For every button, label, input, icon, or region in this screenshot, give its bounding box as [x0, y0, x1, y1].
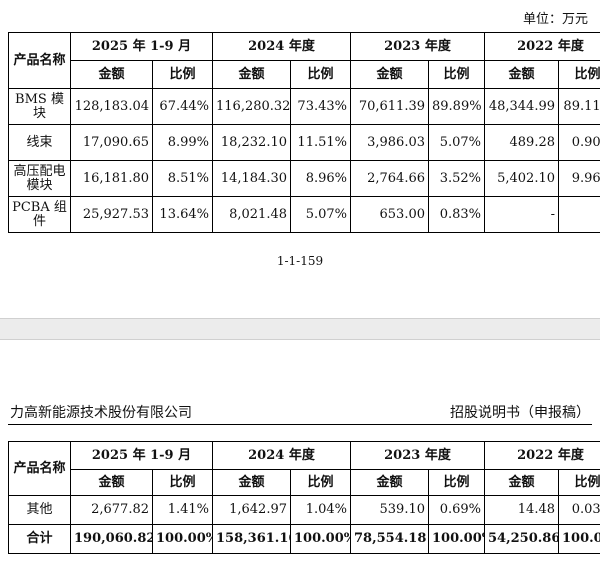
header-amount: 金额 [212, 469, 291, 496]
ratio-cell: 100.00% [558, 524, 600, 554]
amount-cell: 158,361.16 [212, 524, 291, 554]
page-gap [0, 318, 600, 340]
amount-cell: 16,181.80 [70, 160, 153, 197]
product-name-cell: 其他 [8, 495, 71, 525]
ratio-cell: 5.07% [290, 196, 351, 233]
product-name-cell: 合计 [8, 524, 71, 554]
amount-cell: 489.28 [484, 124, 559, 161]
table-row: 合计 190,060.82 100.00% 158,361.16 100.00% 78,5… [8, 524, 600, 554]
product-name-cell: BMS 模块 [8, 88, 71, 125]
header-period-2023: 2023 年度 [350, 32, 485, 61]
page-number: 1-1-159 [276, 254, 324, 268]
document-title: 招股说明书（申报稿） [450, 405, 590, 421]
header-period-2025: 2025 年 1-9 月 [70, 32, 213, 61]
amount-cell: - [484, 196, 559, 233]
amount-cell: 70,611.39 [350, 88, 429, 125]
table-row: BMS 模块 128,183.04 67.44% 116,280.32 73.43% 70… [8, 88, 600, 125]
ratio-cell: 8.96% [290, 160, 351, 197]
ratio-cell: 5.07% [428, 124, 485, 161]
ratio-cell: 0.83% [428, 196, 485, 233]
amount-cell: 116,280.32 [212, 88, 291, 125]
header-period-2024: 2024 年度 [212, 32, 351, 61]
ratio-cell: 9.96% [558, 160, 600, 197]
amount-cell: 2,764.66 [350, 160, 429, 197]
product-name-cell: 线束 [8, 124, 71, 161]
header-amount: 金额 [484, 60, 559, 89]
header-period-2023: 2023 年度 [350, 441, 485, 470]
header-period-2022: 2022 年度 [484, 441, 600, 470]
header-product: 产品名称 [8, 32, 71, 89]
ratio-cell: 8.51% [152, 160, 213, 197]
amount-cell: 8,021.48 [212, 196, 291, 233]
amount-cell: 128,183.04 [70, 88, 153, 125]
amount-cell: 48,344.99 [484, 88, 559, 125]
header-ratio: 比例 [290, 60, 351, 89]
table-row: 线束 17,090.65 8.99% 18,232.10 11.51% 3,986.03 5… [8, 124, 600, 161]
table-row: 其他 2,677.82 1.41% 1,642.97 1.04% 539.10 0.69% 1… [8, 495, 600, 525]
amount-cell: 78,554.18 [350, 524, 429, 554]
ratio-cell: 100.00% [428, 524, 485, 554]
header-amount: 金额 [484, 469, 559, 496]
ratio-cell: 89.11% [558, 88, 600, 125]
ratio-cell: 11.51% [290, 124, 351, 161]
header-amount: 金额 [350, 60, 429, 89]
company-name: 力高新能源技术股份有限公司 [10, 405, 192, 421]
ratio-cell: 0.90% [558, 124, 600, 161]
amount-cell: 14.48 [484, 495, 559, 525]
ratio-cell: 89.89% [428, 88, 485, 125]
header-amount: 金额 [350, 469, 429, 496]
header-period-2022: 2022 年度 [484, 32, 600, 61]
header-amount: 金额 [212, 60, 291, 89]
revenue-table-part2: 产品名称 2025 年 1-9 月 2024 年度 2023 年度 2022 年… [8, 441, 600, 554]
amount-cell: 190,060.82 [70, 524, 153, 554]
ratio-cell: 3.52% [428, 160, 485, 197]
ratio-cell: 73.43% [290, 88, 351, 125]
product-name-cell: PCBA 组件 [8, 196, 71, 233]
amount-cell: 2,677.82 [70, 495, 153, 525]
amount-cell: 539.10 [350, 495, 429, 525]
ratio-cell: 1.41% [152, 495, 213, 525]
amount-cell: 17,090.65 [70, 124, 153, 161]
amount-cell: 3,986.03 [350, 124, 429, 161]
header-ratio: 比例 [428, 469, 485, 496]
header-rule [8, 424, 592, 425]
ratio-cell: 1.04% [290, 495, 351, 525]
header-ratio: 比例 [152, 60, 213, 89]
header-ratio: 比例 [558, 469, 600, 496]
header-amount: 金额 [70, 469, 153, 496]
header-period-2025: 2025 年 1-9 月 [70, 441, 213, 470]
ratio-cell: 0.03% [558, 495, 600, 525]
header-ratio: 比例 [428, 60, 485, 89]
ratio-cell: 13.64% [152, 196, 213, 233]
header-amount: 金额 [70, 60, 153, 89]
product-name-cell: 高压配电模块 [8, 160, 71, 197]
amount-cell: 653.00 [350, 196, 429, 233]
revenue-table-part1: 产品名称 2025 年 1-9 月 2024 年度 2023 年度 2022 年… [8, 32, 600, 233]
header-ratio: 比例 [558, 60, 600, 89]
ratio-cell: 100.00% [152, 524, 213, 554]
ratio-cell: - [558, 196, 600, 233]
amount-cell: 54,250.86 [484, 524, 559, 554]
header-ratio: 比例 [152, 469, 213, 496]
ratio-cell: 0.69% [428, 495, 485, 525]
header-period-2024: 2024 年度 [212, 441, 351, 470]
table-row: PCBA 组件 25,927.53 13.64% 8,021.48 5.07% 653.0… [8, 196, 600, 233]
amount-cell: 14,184.30 [212, 160, 291, 197]
table-row: 高压配电模块 16,181.80 8.51% 14,184.30 8.96% 2,764.… [8, 160, 600, 197]
header-ratio: 比例 [290, 469, 351, 496]
unit-label: 单位：万元 [522, 12, 588, 27]
ratio-cell: 8.99% [152, 124, 213, 161]
amount-cell: 5,402.10 [484, 160, 559, 197]
ratio-cell: 67.44% [152, 88, 213, 125]
header-product: 产品名称 [8, 441, 71, 496]
ratio-cell: 100.00% [290, 524, 351, 554]
amount-cell: 1,642.97 [212, 495, 291, 525]
amount-cell: 25,927.53 [70, 196, 153, 233]
amount-cell: 18,232.10 [212, 124, 291, 161]
